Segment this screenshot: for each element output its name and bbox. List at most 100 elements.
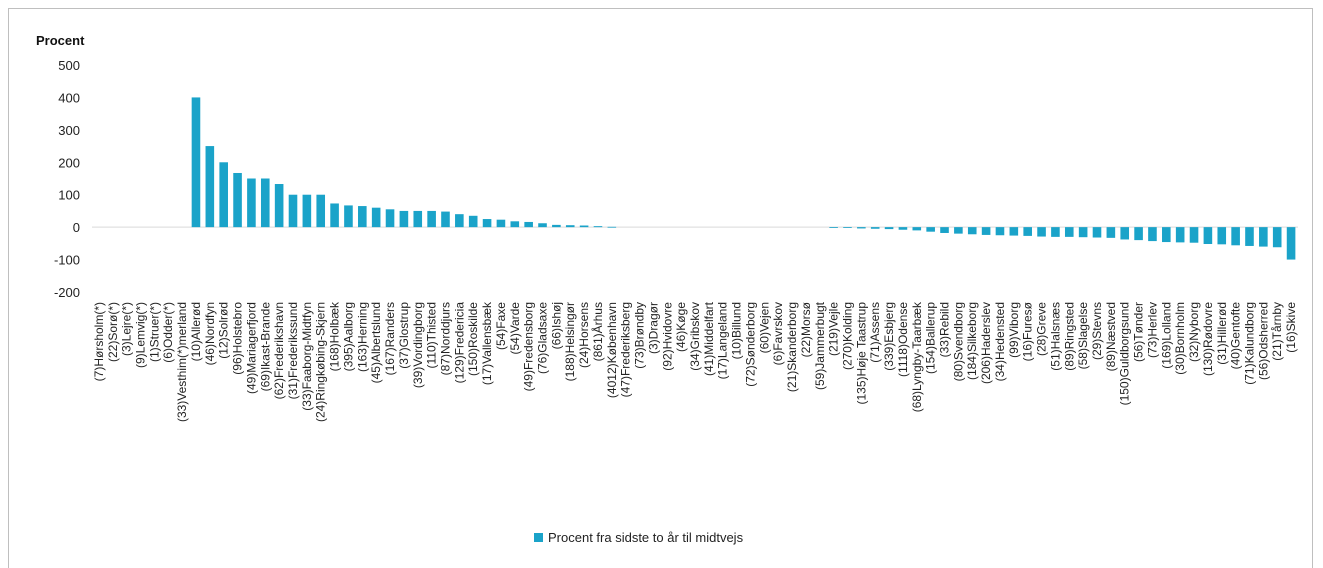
bars [192,97,1296,259]
bar [358,206,367,227]
x-tick-label: (87)Norddjurs [438,302,452,375]
bar [1120,227,1129,239]
bar [982,227,991,235]
bar [219,162,228,227]
x-tick-label: (54)Faxe [494,302,508,350]
x-tick-label: (24)Horsens [577,302,591,368]
bar [926,227,935,232]
x-tick-label: (10)Billund [730,302,744,359]
x-tick-label: (30)Bornholm [1173,302,1187,375]
bar [1245,227,1254,246]
x-tick-label: (80)Svendborg [951,302,965,381]
bar [1273,227,1282,247]
bar [1217,227,1226,244]
x-tick-label: (6)Odder(*) [161,302,175,363]
bar [192,97,201,227]
bar [968,227,977,234]
x-axis-labels: (7)Hørsholm(*) (22)Sorø(*) (3)Lejre(*) (9)L… [92,301,1298,422]
x-tick-label: (73)Brøndby [633,302,647,369]
x-tick-label: (76)Gladsaxe [536,302,550,374]
x-tick-label: (24)Ringkøbing-Skjern [314,302,328,422]
x-tick-label: (33)Rebild [938,302,952,357]
x-tick-label: (9)Lemvig(*) [134,302,148,368]
x-tick-label: (167)Randers [383,302,397,375]
x-tick-label: (150)Roskilde [466,302,480,376]
x-tick-label: (4012)København [605,302,619,398]
x-tick-label: (39)Vordingborg [411,302,425,388]
x-tick-label: (163)Herning [355,302,369,372]
bar [372,208,381,227]
x-tick-label: (169)Lolland [1159,302,1173,369]
y-tick-label: 500 [58,58,80,73]
x-tick-label: (22)Morsø [799,301,813,357]
x-tick-label: (49)Fredensborg [522,302,536,391]
legend-label: Procent fra sidste to år til midtvejs [548,530,743,545]
bar [940,227,949,233]
bar [829,227,838,228]
bar [1190,227,1199,243]
x-tick-label: (17)Vallensbæk [480,301,494,385]
x-tick-label: (62)Frederikshavn [272,302,286,399]
x-tick-label: (37)Glostrup [397,302,411,369]
x-tick-label: (89)Næstved [1104,302,1118,371]
bar [303,195,312,227]
x-tick-label: (34)Gribskov [688,302,702,371]
x-tick-label: (60)Vejen [757,302,771,353]
x-tick-label: (41)Middelfart [702,301,716,376]
x-tick-label: (339)Esbjerg [882,302,896,371]
x-tick-label: (3)Dragør [646,302,660,354]
y-tick-label: 0 [73,220,80,235]
x-tick-label: (92)Hvidovre [660,302,674,371]
bar [441,212,450,228]
x-tick-label: (184)Silkeborg [965,302,979,380]
bar [1287,227,1296,259]
bar [1259,227,1268,246]
x-tick-label: (21)Skanderborg [785,302,799,392]
legend-swatch [534,533,543,542]
x-tick-label: (46)Køge [674,302,688,352]
bar [497,220,506,227]
x-tick-label: (45)Albertslund [369,302,383,383]
x-tick-label: (168)Holbæk [328,301,342,371]
bar [386,209,395,227]
bar [1176,227,1185,242]
y-tick-label: 200 [58,155,80,170]
bar [261,179,270,228]
bar [413,211,422,227]
bar [233,173,242,227]
x-tick-label: (51)Halsnæs [1048,302,1062,371]
bar [1231,227,1240,245]
x-tick-label: (154)Ballerup [924,302,938,374]
x-tick-label: (16)Furesø [1021,301,1035,361]
x-tick-label: (861)Århus [590,302,605,361]
x-tick-label: (68)Lyngby-Taarbæk [910,301,924,412]
x-tick-label: (34)Hedensted [993,302,1007,381]
x-tick-label: (130)Rødovre [1201,302,1215,376]
x-tick-label: (16)Skive [1284,302,1298,353]
bar [510,221,519,227]
bar [1037,227,1046,236]
x-tick-label: (135)Høje Taastrup [854,302,868,405]
bar [996,227,1005,235]
x-tick-label: (21)Tårnby [1270,302,1284,361]
x-tick-label: (56)Odsherred [1256,302,1270,380]
bar [289,195,298,227]
x-tick-label: (40)Gentofte [1229,302,1243,370]
bar [206,146,215,227]
x-tick-label: (96)Holstebro [231,302,245,375]
x-tick-label: (33)Vesthim(*)merland [175,302,189,422]
bar [1023,227,1032,236]
x-tick-label: (6)Favrskov [771,302,785,365]
bar [316,195,325,227]
y-tick-label: 100 [58,188,80,203]
x-tick-label: (31)Frederikssund [286,302,300,399]
x-tick-label: (49)Mariagerfjord [244,302,258,394]
x-tick-label: (47)Frederiksberg [619,302,633,397]
bar [1051,227,1060,237]
bar [1162,227,1171,242]
x-tick-label: (69)Ikast-Brande [258,302,272,392]
x-tick-label: (71)Kalundborg [1242,302,1256,385]
bar [455,214,464,227]
x-tick-label: (206)Haderslev [979,302,993,384]
